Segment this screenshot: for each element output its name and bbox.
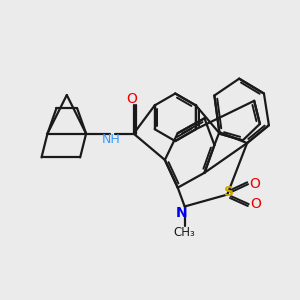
Text: N: N xyxy=(176,206,188,220)
Text: O: O xyxy=(127,92,138,106)
Text: S: S xyxy=(224,185,234,199)
Text: O: O xyxy=(249,177,260,191)
Text: NH: NH xyxy=(102,133,121,146)
Text: CH₃: CH₃ xyxy=(174,226,196,239)
Text: O: O xyxy=(250,197,261,211)
